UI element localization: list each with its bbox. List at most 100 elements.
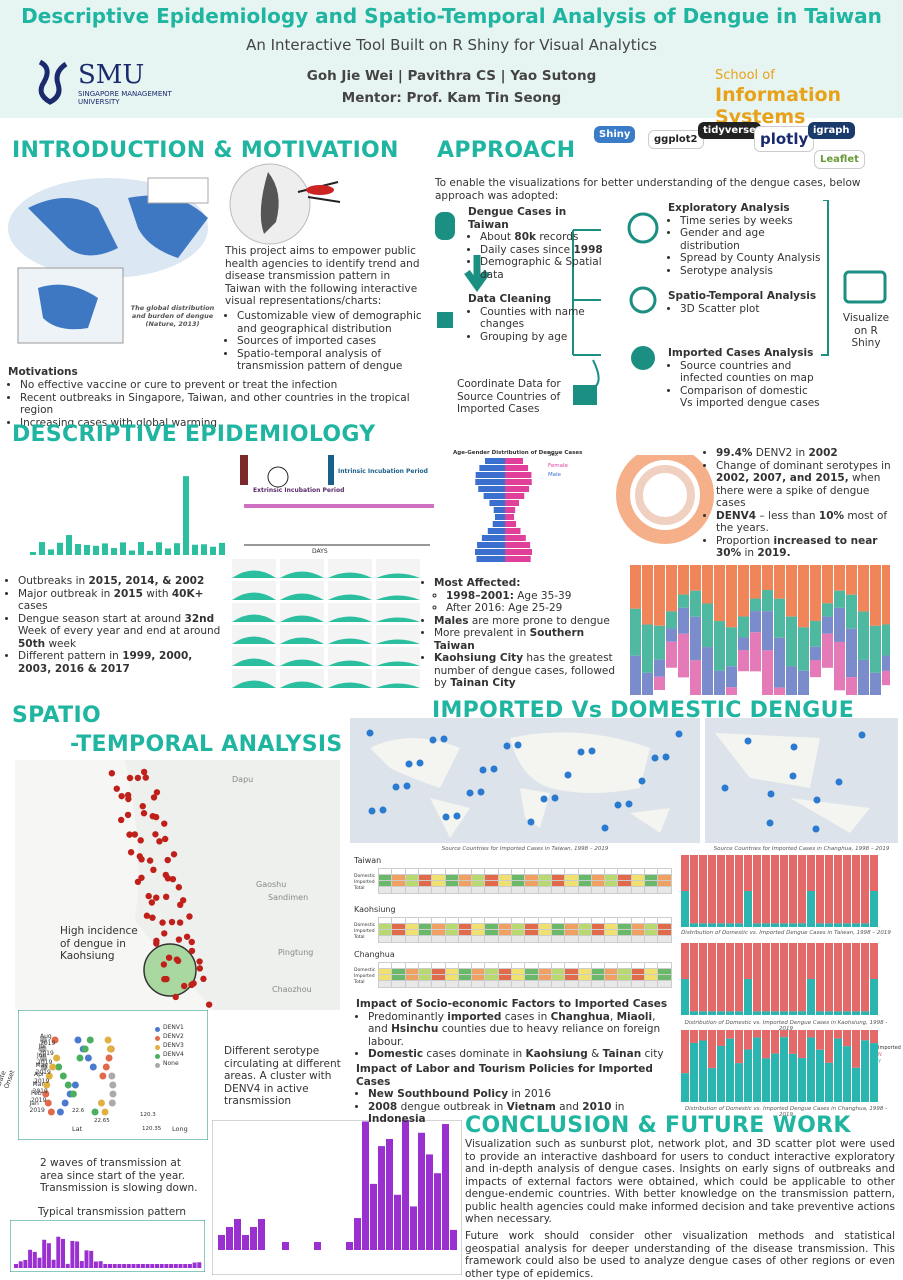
decor-case	[163, 975, 170, 983]
decor-stack	[717, 1045, 725, 1102]
text: cases in	[501, 1010, 551, 1023]
decor-bar	[362, 1121, 369, 1250]
header	[0, 0, 903, 118]
decor-stack	[789, 1053, 797, 1102]
decor-point	[71, 1081, 79, 1089]
decor-bar	[282, 1242, 289, 1250]
decor-bar	[93, 1261, 98, 1268]
decor-panel	[328, 581, 372, 600]
decor-stack	[789, 1011, 797, 1015]
legend-label: DENV2	[163, 1033, 184, 1040]
text: Outbreaks in	[18, 575, 89, 587]
decor-stack	[771, 923, 779, 927]
decor-case	[149, 914, 156, 921]
decor-stack	[726, 1030, 734, 1039]
decor-stack	[780, 923, 788, 927]
decor-bar	[103, 1264, 108, 1268]
bold-text: 2002, 2007, and 2015,	[716, 472, 849, 484]
cases-items: About 80k recordsDaily cases since 1998D…	[468, 231, 608, 281]
decor-case	[172, 993, 179, 1001]
row-label: Imported	[354, 974, 375, 979]
decor-bar	[192, 1262, 197, 1268]
decor-stack	[834, 855, 842, 924]
decor-cell	[657, 980, 673, 988]
decor-bar	[42, 1239, 47, 1268]
decor-pyramid	[475, 479, 505, 485]
decor-pyramid	[478, 486, 505, 492]
decor-pyramid	[505, 479, 532, 485]
decor-case	[165, 954, 173, 961]
decor-pyramid	[505, 493, 525, 499]
date-tick: Apr 2019	[34, 1071, 50, 1085]
decor-bar	[65, 1263, 70, 1268]
text: when there were a spike of dengue cases	[716, 472, 881, 509]
bullet: Kaohsiung City has the greatest number o…	[434, 652, 622, 690]
text: cases	[18, 600, 48, 612]
decor-case	[188, 938, 195, 946]
bullet: Males are more prone to dengue	[434, 615, 622, 628]
row-label: Imported	[354, 880, 375, 885]
decor-pin	[766, 819, 774, 827]
smu-name: SMU	[78, 60, 145, 90]
bold-text: Indonesia	[368, 1113, 426, 1125]
decor-stack	[681, 1030, 689, 1074]
map-label: Sandimen	[268, 893, 309, 902]
decor-stack	[843, 1030, 851, 1047]
decor-bar	[122, 1264, 127, 1268]
most-affected: Most Affected:	[434, 577, 521, 589]
decor-mosaic	[690, 590, 701, 617]
decor-mosaic	[882, 655, 890, 671]
decor-bar	[226, 1227, 233, 1250]
text: Predominantly	[368, 1010, 448, 1023]
decor-pyramid	[505, 549, 532, 555]
decor-stack	[807, 1030, 815, 1038]
decor-case	[186, 913, 193, 920]
map-label: Dapu	[232, 775, 254, 784]
decor-mosaic	[678, 594, 689, 608]
decor-series	[232, 614, 276, 622]
decor-mosaic	[666, 611, 677, 629]
decor-bar	[32, 1251, 37, 1268]
decor-stack	[861, 1040, 869, 1102]
decor-stack	[717, 923, 725, 927]
decor-pyramid	[505, 472, 532, 478]
imported-items: Source countries and infected counties o…	[668, 360, 823, 410]
decor-stack	[681, 891, 689, 927]
decor-point	[53, 1054, 61, 1062]
scatter-3d	[18, 1010, 208, 1140]
decor-bar	[28, 1249, 33, 1268]
bold-text: 2015, 2014, & 2002	[88, 575, 205, 587]
decor-mosaic	[738, 650, 749, 672]
decor-case	[153, 789, 161, 796]
decor-stack	[852, 1067, 860, 1102]
decor-pyramid	[489, 500, 505, 506]
bold-text: 32nd	[184, 612, 215, 625]
decor-pyramid	[476, 556, 505, 562]
decor-stack	[843, 1046, 851, 1102]
bullet: Time series by weeks	[680, 215, 823, 228]
decor-series	[280, 571, 324, 578]
decor-stack	[690, 923, 698, 927]
z-axis-label: Date Onset	[0, 1068, 17, 1090]
bullet: Outbreaks in 2015, 2014, & 2002	[18, 575, 226, 588]
decor-point	[106, 1045, 114, 1053]
decor-bar	[75, 544, 81, 555]
decor-pyramid	[494, 514, 505, 520]
school-line1: School of	[715, 68, 775, 83]
decor-bar	[66, 535, 72, 555]
decor-mosaic	[846, 677, 857, 695]
decor-mosaic	[858, 611, 869, 660]
bullet: Predominantly imported cases in Changhua…	[368, 1011, 672, 1049]
decor-pin	[651, 754, 659, 762]
smu-full: SINGAPORE MANAGEMENT UNIVERSITY	[78, 90, 172, 106]
decor-mosaic	[798, 627, 809, 671]
decor-mosaic	[858, 659, 869, 695]
decor-case	[175, 936, 183, 943]
decor-mosaic	[870, 565, 881, 626]
decor-case	[142, 774, 149, 781]
decor-mosaic	[666, 628, 677, 642]
decor-point	[74, 1036, 82, 1044]
smu-logo-mark	[38, 59, 68, 105]
bullet: Recent outbreaks in Singapore, Taiwan, a…	[20, 392, 440, 417]
decor-mosaic	[726, 666, 737, 688]
